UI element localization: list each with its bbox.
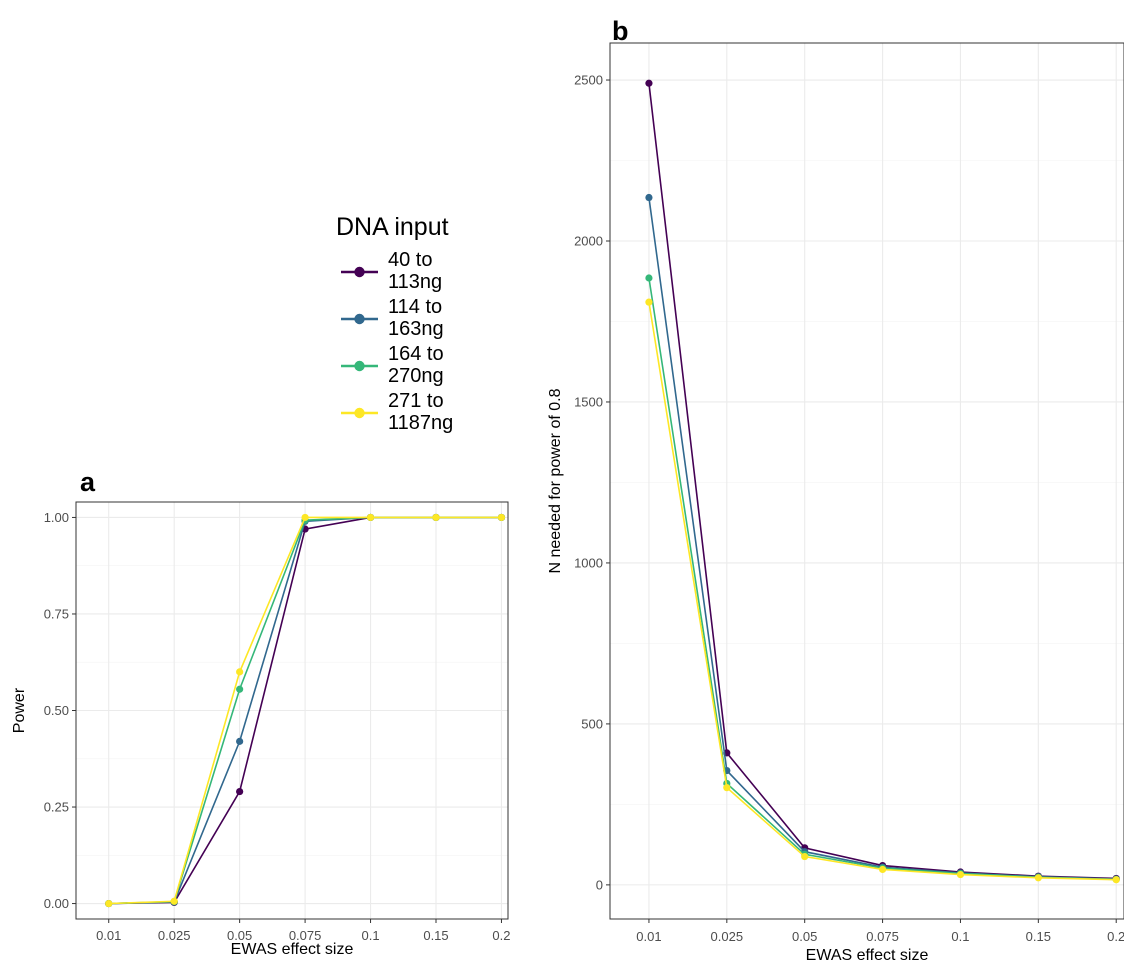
- legend-entry-line: 40 to: [388, 249, 432, 271]
- plot-frame: [609, 42, 1124, 920]
- legend-key-point: [354, 407, 365, 419]
- data-point: [645, 298, 653, 306]
- panel-b-letter: b: [612, 16, 629, 46]
- y-tick-label: 0.75: [44, 606, 69, 621]
- y-tick-label: 1.00: [44, 510, 69, 525]
- data-point: [723, 784, 731, 792]
- legend-title: DNA input: [336, 213, 449, 241]
- legend-key-point: [354, 360, 365, 372]
- legend-entry-line: 164 to: [388, 343, 444, 365]
- x-tick-label: 0.025: [711, 929, 744, 944]
- data-point: [105, 899, 113, 908]
- data-point: [645, 274, 653, 282]
- y-tick-label: 0.00: [44, 896, 69, 911]
- legend-entry-line: 270ng: [388, 365, 444, 387]
- panel-b-chart: 0 500 1000 1500 2000 2500 0.01 0.025 0.05 0.075 0.…: [547, 42, 1124, 964]
- legend-entry-line: 113ng: [388, 271, 442, 293]
- data-point: [236, 668, 244, 676]
- data-point: [432, 513, 440, 522]
- plot-frame: [75, 501, 509, 920]
- y-tick-label: 2500: [574, 73, 603, 88]
- x-tick-label: 0.15: [1026, 929, 1051, 944]
- x-tick-label: 0.05: [227, 928, 252, 943]
- legend-entry-label: 40 to 113ng: [388, 249, 442, 293]
- legend-entry-line: 271 to: [388, 390, 444, 412]
- legend-entry-label: 271 to 1187ng: [388, 390, 453, 434]
- data-point: [1034, 874, 1042, 882]
- legend-entry-line: 114 to: [388, 296, 442, 318]
- x-tick-label: 0.05: [792, 929, 817, 944]
- x-tick-label: 0.075: [289, 928, 322, 943]
- y-tick-label: 0: [596, 877, 603, 892]
- legend-entry-line: 1187ng: [388, 412, 453, 434]
- x-tick-label: 0.2: [492, 928, 510, 943]
- data-point: [801, 852, 809, 861]
- data-point: [645, 193, 653, 202]
- x-axis-title: EWAS effect size: [806, 947, 929, 964]
- data-point: [366, 513, 375, 522]
- legend-key-point: [354, 313, 365, 325]
- data-point: [878, 865, 887, 874]
- x-axis-title: EWAS effect size: [231, 941, 354, 958]
- y-tick-label: 500: [581, 716, 603, 731]
- x-tick-label: 0.01: [636, 929, 661, 944]
- y-tick-label: 0.25: [44, 800, 69, 815]
- x-tick-label: 0.1: [362, 928, 380, 943]
- x-tick-label: 0.2: [1107, 929, 1124, 944]
- y-tick-label: 1000: [574, 555, 603, 570]
- legend-key-point: [354, 266, 365, 278]
- data-point: [645, 79, 653, 87]
- legend-entry-label: 114 to 163ng: [388, 296, 444, 340]
- x-tick-label: 0.01: [96, 928, 121, 943]
- data-point: [170, 897, 178, 905]
- data-point: [1112, 876, 1120, 884]
- panel-a-letter: a: [80, 467, 96, 497]
- data-point: [236, 737, 244, 745]
- data-point: [236, 685, 244, 693]
- data-point: [497, 513, 506, 522]
- data-point: [301, 513, 309, 522]
- legend-entry-label: 164 to 270ng: [388, 343, 444, 387]
- legend-entry-line: 163ng: [388, 318, 444, 340]
- x-tick-label: 0.025: [158, 928, 191, 943]
- y-tick-label: 0.50: [44, 703, 69, 718]
- y-tick-label: 2000: [574, 233, 603, 248]
- y-axis-title: N needed for power of 0.8: [547, 388, 564, 573]
- y-axis-title: Power: [11, 687, 28, 733]
- x-tick-label: 0.1: [951, 929, 969, 944]
- x-tick-label: 0.15: [423, 928, 448, 943]
- y-tick-label: 1500: [574, 394, 603, 409]
- x-tick-label: 0.075: [866, 929, 899, 944]
- panel-a-chart: 0.00 0.25 0.50 0.75 1.00 0.01 0.025 0.05 0.075 0.…: [11, 501, 510, 958]
- data-point: [236, 787, 244, 796]
- data-point: [956, 870, 965, 879]
